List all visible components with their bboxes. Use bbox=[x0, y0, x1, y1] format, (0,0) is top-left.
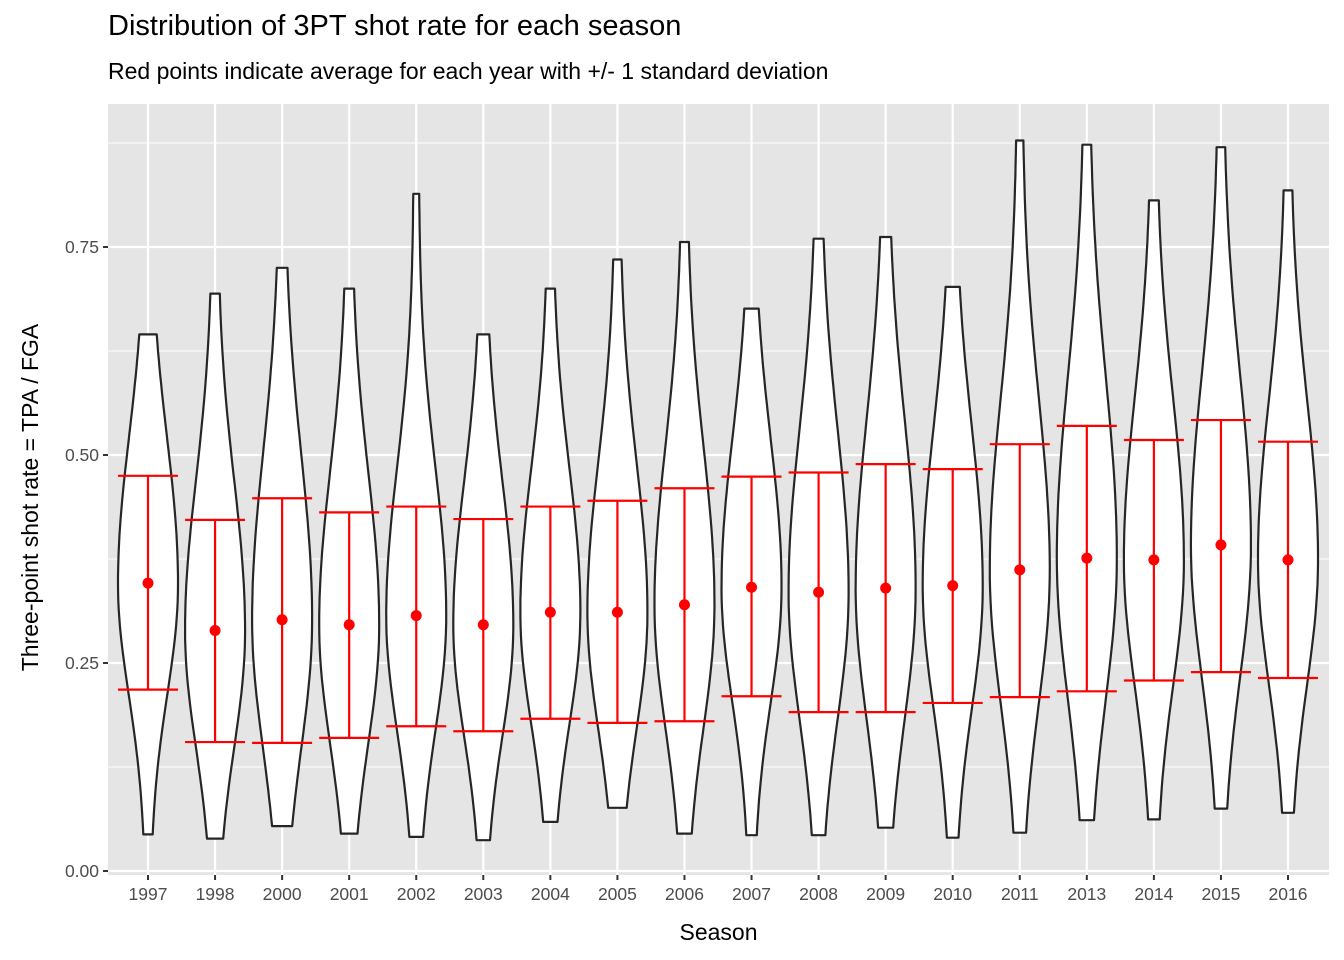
mean-point bbox=[1081, 552, 1093, 564]
x-axis-title: Season bbox=[679, 919, 757, 945]
minor-gridlines bbox=[108, 142, 1329, 768]
x-tick-label: 2015 bbox=[1201, 884, 1240, 904]
x-tick-label: 2008 bbox=[799, 884, 838, 904]
x-tick-label: 2014 bbox=[1134, 884, 1173, 904]
y-axis-title: Three-point shot rate = TPA / FGA bbox=[17, 323, 43, 671]
x-tick-label: 2013 bbox=[1067, 884, 1106, 904]
y-tick-label: 0.75 bbox=[65, 237, 99, 257]
x-tick-label: 2001 bbox=[330, 884, 369, 904]
mean-point bbox=[142, 577, 154, 589]
x-tick-label: 2007 bbox=[732, 884, 771, 904]
mean-point bbox=[276, 614, 288, 626]
mean-point bbox=[209, 625, 221, 637]
summary-errorbars bbox=[118, 418, 1318, 744]
x-tick-label: 2002 bbox=[397, 884, 436, 904]
mean-point bbox=[947, 580, 959, 592]
x-tick-label: 2010 bbox=[933, 884, 972, 904]
x-tick-label: 2003 bbox=[464, 884, 503, 904]
x-tick-label: 2005 bbox=[598, 884, 637, 904]
mean-point bbox=[410, 610, 422, 622]
chart-title: Distribution of 3PT shot rate for each s… bbox=[108, 10, 682, 42]
mean-point bbox=[1215, 539, 1227, 551]
y-tick-label: 0.25 bbox=[65, 653, 99, 673]
mean-point bbox=[544, 606, 556, 618]
x-tick-label: 2016 bbox=[1269, 884, 1308, 904]
x-tick-label: 2004 bbox=[531, 884, 570, 904]
mean-point bbox=[477, 619, 489, 631]
chart-subtitle: Red points indicate average for each yea… bbox=[108, 58, 829, 84]
x-tick-label: 1998 bbox=[196, 884, 235, 904]
mean-point bbox=[1148, 554, 1160, 566]
x-tick-label: 2009 bbox=[866, 884, 905, 904]
x-tick-label: 2006 bbox=[665, 884, 704, 904]
y-tick-label: 0.00 bbox=[65, 861, 99, 881]
mean-point bbox=[880, 582, 892, 594]
mean-point bbox=[678, 599, 690, 611]
mean-point bbox=[1014, 564, 1026, 576]
mean-point bbox=[746, 581, 758, 593]
y-axis: 0.00 0.25 0.50 0.75 bbox=[65, 237, 108, 881]
x-tick-label: 1997 bbox=[129, 884, 168, 904]
x-tick-label: 2000 bbox=[263, 884, 302, 904]
x-axis: 1997 1998 2000 2001 2002 2003 2004 2005 2006 2007… bbox=[129, 875, 1308, 904]
mean-point bbox=[813, 586, 825, 598]
mean-point bbox=[611, 606, 623, 618]
x-tick-label: 2011 bbox=[1001, 884, 1039, 904]
mean-point bbox=[343, 619, 355, 631]
y-tick-label: 0.50 bbox=[65, 445, 99, 465]
mean-point bbox=[1282, 554, 1294, 566]
